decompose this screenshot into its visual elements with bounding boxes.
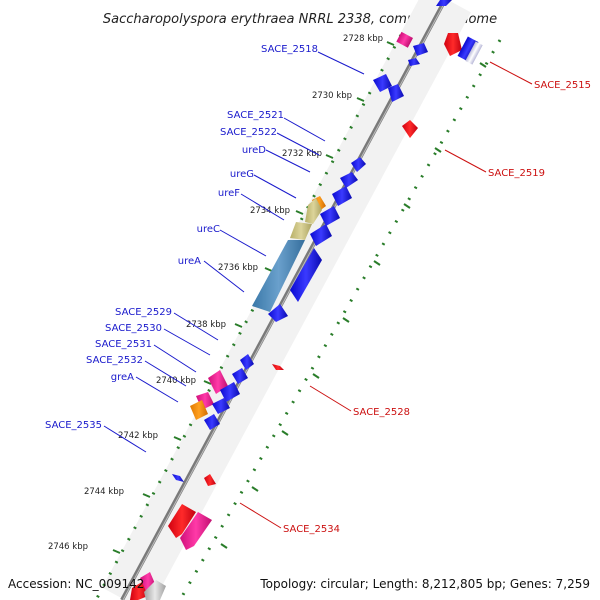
map-title: Saccharopolyspora erythraea NRRL 2338, c… bbox=[103, 12, 497, 27]
kbp-label: 2740 kbp bbox=[156, 376, 196, 386]
gene-label[interactable]: ureD bbox=[242, 145, 266, 156]
gene-arrow[interactable] bbox=[290, 248, 322, 302]
gene-block[interactable] bbox=[252, 240, 305, 312]
forward-leader-lines bbox=[103, 51, 365, 453]
major-ticks bbox=[112, 41, 487, 554]
gene-arrow[interactable] bbox=[268, 304, 288, 322]
kbp-label: 2744 kbp bbox=[84, 487, 124, 497]
kbp-label: 2742 kbp bbox=[118, 431, 158, 441]
accession-text: Accession: NC_009142 bbox=[8, 577, 144, 591]
kbp-label: 2728 kbp bbox=[343, 34, 383, 44]
gene-label[interactable]: SACE_2522 bbox=[220, 127, 277, 138]
gene-arrow[interactable] bbox=[204, 474, 216, 486]
kbp-label: 2730 kbp bbox=[312, 91, 352, 101]
kbp-label: 2736 kbp bbox=[218, 263, 258, 273]
forward-gene-labels: SACE_2518 SACE_2521 SACE_2522 ureD ureG … bbox=[45, 44, 318, 431]
gene-label[interactable]: ureG bbox=[230, 169, 254, 180]
kbp-label: 2738 kbp bbox=[186, 320, 226, 330]
forward-strand-features bbox=[130, 0, 452, 600]
gene-block[interactable] bbox=[290, 222, 312, 240]
gene-block[interactable] bbox=[208, 370, 228, 394]
gene-arrow[interactable] bbox=[413, 43, 428, 56]
gene-arrow[interactable] bbox=[220, 382, 240, 402]
gene-block[interactable] bbox=[180, 512, 212, 550]
gene-label[interactable]: SACE_2515 bbox=[534, 80, 591, 91]
gene-label[interactable]: SACE_2535 bbox=[45, 420, 102, 431]
gene-label[interactable]: SACE_2529 bbox=[115, 307, 172, 318]
gene-arrow[interactable] bbox=[351, 157, 366, 172]
gene-label[interactable]: SACE_2532 bbox=[86, 355, 143, 366]
gene-arrow[interactable] bbox=[168, 504, 196, 538]
gene-label[interactable]: SACE_2531 bbox=[95, 339, 152, 350]
gene-label[interactable]: SACE_2528 bbox=[353, 407, 410, 418]
gene-arrow[interactable] bbox=[444, 33, 462, 56]
gene-block[interactable] bbox=[457, 36, 479, 62]
reverse-strand-features bbox=[144, 33, 483, 600]
gene-arrow[interactable] bbox=[212, 398, 230, 414]
gene-label[interactable]: SACE_2534 bbox=[283, 524, 340, 535]
gene-label[interactable]: SACE_2519 bbox=[488, 168, 545, 179]
gene-arrow[interactable] bbox=[332, 186, 352, 206]
gene-arrow[interactable] bbox=[373, 74, 392, 92]
genome-summary-text: Topology: circular; Length: 8,212,805 bp… bbox=[259, 577, 590, 591]
gene-arrow[interactable] bbox=[272, 364, 284, 370]
reverse-gene-labels: SACE_2515 SACE_2519 SACE_2528 SACE_2534 bbox=[283, 80, 591, 535]
tick-track-right bbox=[178, 39, 502, 600]
gene-arrow[interactable] bbox=[172, 474, 184, 482]
gene-block[interactable] bbox=[396, 31, 413, 48]
gene-arrow[interactable] bbox=[204, 414, 220, 430]
gene-arrow[interactable] bbox=[402, 120, 418, 138]
gene-arrow[interactable] bbox=[320, 206, 340, 226]
gene-block[interactable] bbox=[130, 582, 148, 600]
gene-label[interactable]: SACE_2521 bbox=[227, 110, 284, 121]
gene-label[interactable]: greA bbox=[111, 372, 134, 383]
gene-arrow[interactable] bbox=[436, 0, 452, 6]
gene-block[interactable] bbox=[465, 41, 483, 65]
reverse-leader-lines bbox=[239, 61, 533, 529]
kbp-label: 2732 kbp bbox=[282, 149, 322, 159]
gene-arrow[interactable] bbox=[408, 58, 420, 66]
gene-arrow[interactable] bbox=[310, 224, 332, 246]
gene-block[interactable] bbox=[305, 198, 322, 224]
gene-label[interactable]: ureF bbox=[218, 188, 240, 199]
gene-label[interactable]: ureA bbox=[178, 256, 201, 267]
gene-block[interactable] bbox=[190, 400, 208, 420]
gene-arrow[interactable] bbox=[388, 84, 404, 102]
gene-label[interactable]: SACE_2530 bbox=[105, 323, 162, 334]
gene-label[interactable]: ureC bbox=[197, 224, 220, 235]
gene-arrow[interactable] bbox=[240, 354, 254, 370]
kbp-label: 2746 kbp bbox=[48, 542, 88, 552]
gene-block[interactable] bbox=[144, 580, 166, 600]
gene-arrow[interactable] bbox=[340, 172, 358, 188]
gene-arrow[interactable] bbox=[232, 368, 248, 384]
gene-label[interactable]: SACE_2518 bbox=[261, 44, 318, 55]
